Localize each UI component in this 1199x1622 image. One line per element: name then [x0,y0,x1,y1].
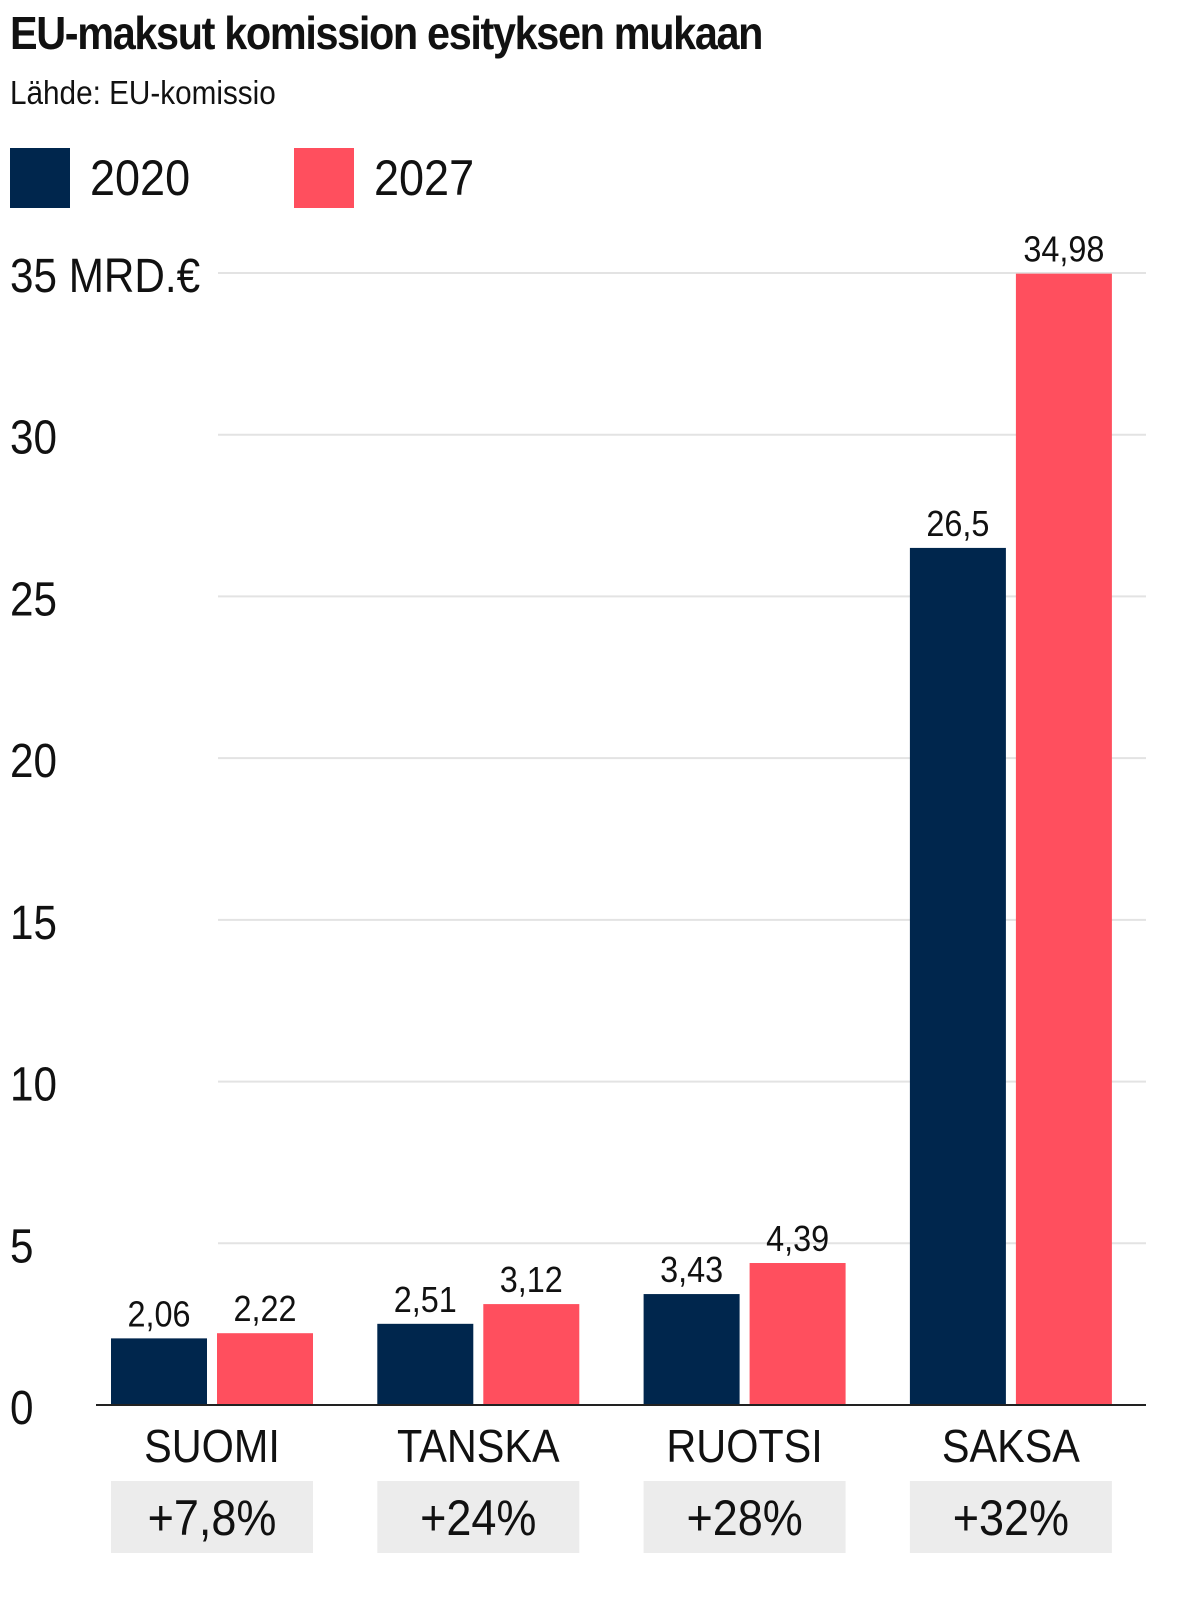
change-label: +24% [420,1491,536,1547]
legend-label-2020: 2020 [90,150,191,206]
y-tick-label: 10 [10,1057,57,1111]
x-tick-label: SAKSA [942,1421,1081,1473]
x-tick-label: TANSKA [397,1421,560,1473]
data-label: 3,12 [500,1261,563,1301]
x-tick-label: RUOTSI [666,1421,822,1473]
data-label: 2,06 [127,1295,190,1335]
x-tick-label: SUOMI [144,1421,280,1473]
y-tick-label: 35 MRD.€ [10,248,200,302]
y-tick-label: 30 [10,410,57,464]
bar-2020-suomi [111,1338,207,1405]
chart-source: Lähde: EU-komissio [10,74,276,111]
bar-2027-tanska [483,1304,580,1405]
change-badge-bg [377,1481,580,1553]
bar-2027-ruotsi [749,1263,846,1405]
data-label: 3,43 [660,1251,723,1291]
legend: 2020 2027 [0,148,1199,212]
bar-2020-ruotsi [643,1294,740,1405]
data-label: 26,5 [926,504,989,544]
change-badge-bg [111,1481,313,1553]
data-label: 2,22 [233,1290,296,1330]
change-badge-bg [909,1481,1112,1553]
chart-title: EU-maksut komission esityksen mukaan [10,7,763,59]
data-label: 2,51 [394,1280,457,1320]
y-tick-label: 5 [10,1219,33,1273]
legend-swatch-2020 [10,148,70,208]
y-tick-label: 25 [10,572,57,626]
y-tick-label: 20 [10,734,57,788]
legend-label-2027: 2027 [374,150,475,206]
bar-2027-suomi [217,1333,313,1405]
change-label: +32% [953,1491,1069,1547]
change-badge-bg [643,1481,846,1553]
bar-2027-saksa [1015,273,1112,1405]
change-label: +28% [686,1491,802,1547]
change-label: +7,8% [148,1491,277,1547]
data-label: 4,39 [766,1219,829,1259]
data-label: 34,98 [1023,230,1104,270]
bar-2020-tanska [377,1323,474,1405]
y-tick-label: 0 [10,1380,33,1434]
y-tick-label: 15 [10,895,57,949]
legend-swatch-2027 [294,148,354,208]
bar-2020-saksa [909,547,1006,1405]
